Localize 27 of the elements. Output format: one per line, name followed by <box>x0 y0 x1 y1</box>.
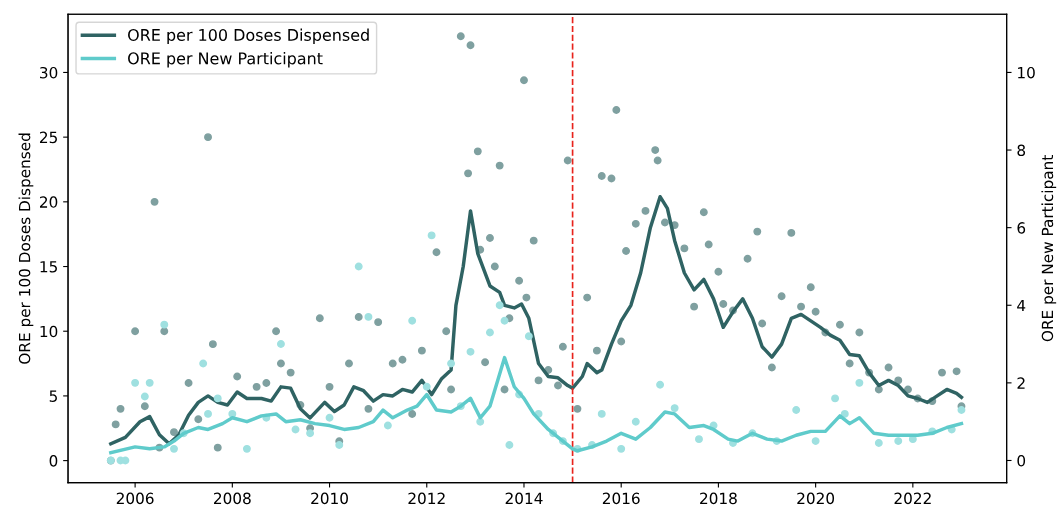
x-tick-label: 2012 <box>408 492 445 505</box>
y-tick-label: 30 <box>40 66 58 79</box>
y2-tick-label: 2 <box>1017 377 1025 389</box>
y2-tick-label: 8 <box>1017 144 1026 157</box>
y-tick-label: 15 <box>40 261 57 273</box>
y2-axis-title: ORE per New Participant <box>1041 155 1057 342</box>
y2-tick-label: 4 <box>1017 299 1026 312</box>
x-tick-label: 2018 <box>700 492 737 505</box>
x-tick-label: 2016 <box>602 492 640 505</box>
x-tick-label: 2020 <box>797 492 835 505</box>
y-tick-label: 0 <box>49 455 58 467</box>
legend-label: ORE per New Participant <box>128 52 323 68</box>
x-tick-label: 2010 <box>311 492 348 505</box>
line-series <box>109 355 964 455</box>
x-tick-label: 2006 <box>116 492 154 505</box>
y-tick-label: 10 <box>40 325 58 338</box>
y2-tick-label: 10 <box>1018 66 1035 79</box>
y-tick-label: 5 <box>49 390 57 402</box>
x-tick-label: 2022 <box>894 492 931 505</box>
y-axis-title: ORE per 100 Doses Dispensed <box>18 133 34 364</box>
y-tick-label: 20 <box>39 196 58 208</box>
legend-label: ORE per 100 Doses Dispensed <box>128 28 369 45</box>
y2-tick-label: 6 <box>1017 222 1026 234</box>
x-tick-label: 2008 <box>214 492 251 505</box>
x-tick-label: 2014 <box>505 492 543 505</box>
y-tick-label: 25 <box>39 131 57 144</box>
y2-tick-label: 0 <box>1017 454 1026 467</box>
